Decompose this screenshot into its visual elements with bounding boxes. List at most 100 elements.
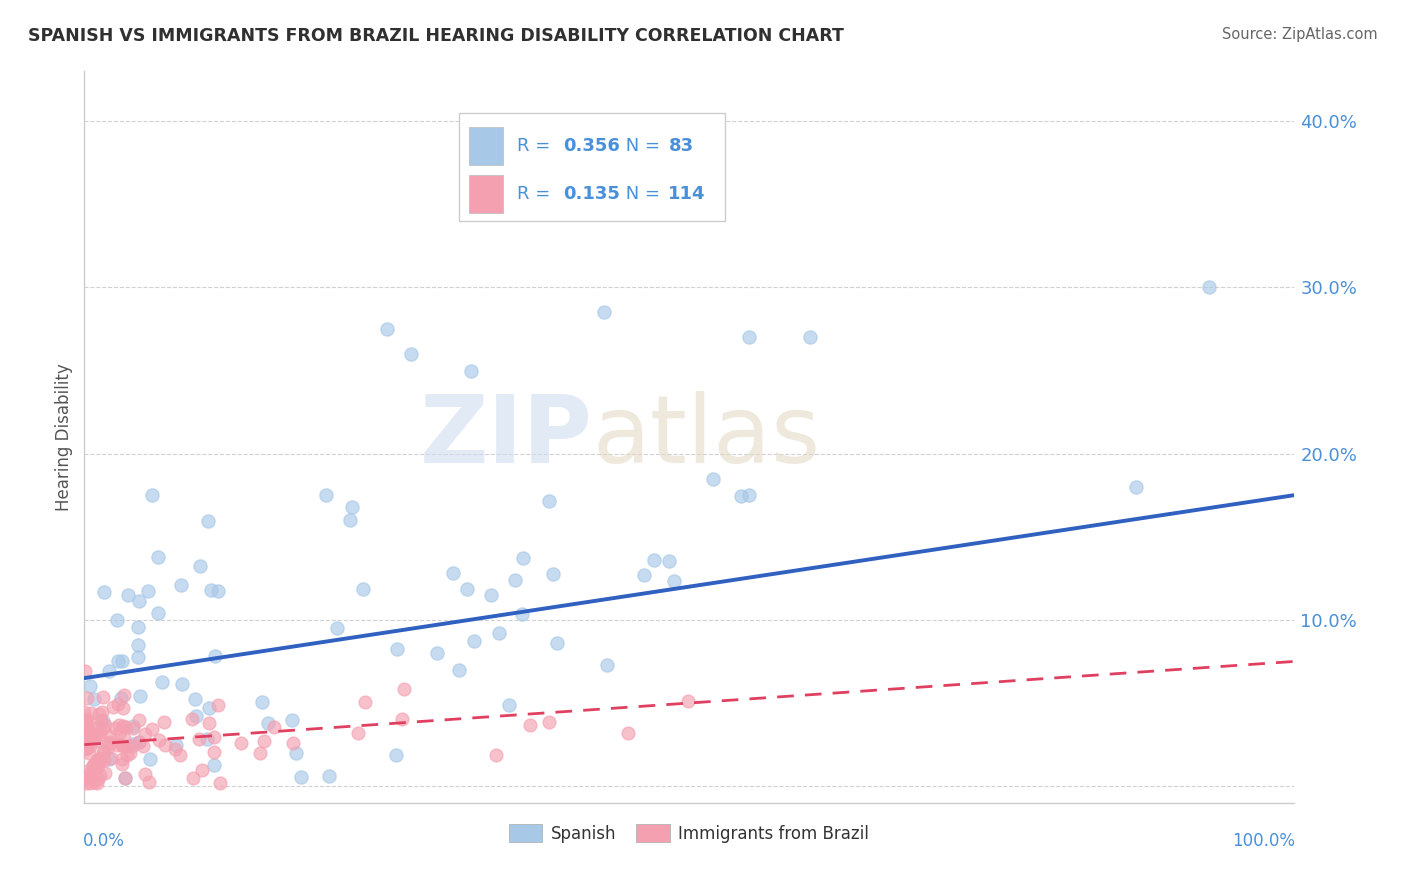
Point: [89, 720, 111, 734]
Point: [207, 698, 229, 712]
Text: R =: R =: [517, 186, 557, 203]
Point: [170, 578, 193, 592]
Point: [108, 718, 131, 732]
Point: [285, 746, 308, 760]
Point: [131, 739, 153, 753]
Point: [702, 472, 724, 486]
Point: [676, 694, 699, 708]
Point: [73, 705, 96, 719]
Point: [485, 748, 508, 763]
Point: [200, 582, 222, 597]
Point: [197, 715, 219, 730]
Text: atlas: atlas: [592, 391, 821, 483]
Point: [447, 664, 470, 678]
Text: 0.135: 0.135: [564, 186, 620, 203]
Point: [595, 658, 617, 673]
Point: [128, 735, 150, 749]
Point: [91, 705, 114, 719]
Point: [115, 720, 138, 734]
Point: [117, 739, 139, 754]
Point: [75, 664, 97, 678]
Point: [75, 771, 97, 785]
Point: [127, 638, 149, 652]
Point: [472, 172, 495, 186]
Point: [79, 679, 101, 693]
Point: [111, 655, 134, 669]
Point: [83, 774, 105, 789]
Point: [658, 554, 681, 568]
Point: [111, 739, 134, 753]
Point: [108, 724, 131, 739]
Point: [79, 739, 101, 754]
Point: [118, 746, 141, 760]
Point: [191, 763, 214, 777]
Point: [498, 698, 520, 712]
Point: [97, 739, 120, 754]
Point: [165, 742, 187, 756]
Point: [75, 731, 97, 745]
Point: [80, 706, 103, 720]
Point: [512, 550, 534, 565]
Point: [505, 573, 527, 587]
Point: [353, 582, 375, 596]
Point: [593, 305, 616, 319]
Point: [340, 500, 363, 515]
Point: [121, 721, 143, 735]
Point: [107, 697, 129, 711]
Point: [456, 582, 478, 597]
Point: [662, 574, 685, 588]
Text: 114: 114: [668, 186, 706, 203]
Point: [252, 694, 274, 708]
Point: [208, 775, 231, 789]
Point: [441, 566, 464, 580]
FancyBboxPatch shape: [460, 113, 725, 221]
Point: [76, 690, 98, 705]
Point: [353, 695, 375, 709]
Point: [91, 745, 114, 759]
Point: [460, 363, 482, 377]
Text: SPANISH VS IMMIGRANTS FROM BRAZIL HEARING DISABILITY CORRELATION CHART: SPANISH VS IMMIGRANTS FROM BRAZIL HEARIN…: [28, 27, 844, 45]
Point: [77, 772, 100, 786]
Point: [100, 751, 122, 765]
Point: [89, 768, 111, 782]
Point: [281, 713, 304, 727]
Point: [188, 732, 211, 747]
Text: 0.0%: 0.0%: [83, 832, 125, 850]
Point: [128, 594, 150, 608]
Point: [80, 720, 103, 734]
Point: [129, 690, 152, 704]
Point: [76, 730, 98, 744]
Point: [104, 721, 127, 735]
Point: [75, 712, 97, 726]
Point: [134, 766, 156, 780]
Point: [75, 718, 97, 732]
Point: [263, 720, 285, 734]
Point: [80, 727, 103, 741]
Point: [315, 488, 337, 502]
Text: R =: R =: [517, 137, 557, 155]
Point: [617, 726, 640, 740]
Point: [148, 732, 170, 747]
Point: [90, 713, 112, 727]
Point: [76, 713, 98, 727]
Point: [89, 754, 111, 768]
Point: [121, 737, 143, 751]
Point: [105, 739, 128, 753]
Point: [195, 732, 218, 747]
Point: [325, 621, 347, 635]
Point: [75, 776, 97, 790]
Legend: Spanish, Immigrants from Brazil: Spanish, Immigrants from Brazil: [502, 818, 876, 849]
Point: [1198, 280, 1220, 294]
Point: [479, 588, 502, 602]
Point: [86, 753, 108, 767]
Point: [510, 607, 533, 621]
Point: [76, 722, 98, 736]
Point: [546, 636, 568, 650]
Point: [117, 588, 139, 602]
Point: [98, 751, 121, 765]
Point: [730, 489, 752, 503]
Point: [146, 607, 169, 621]
Point: [197, 514, 219, 528]
Point: [202, 758, 225, 772]
Point: [83, 762, 105, 776]
